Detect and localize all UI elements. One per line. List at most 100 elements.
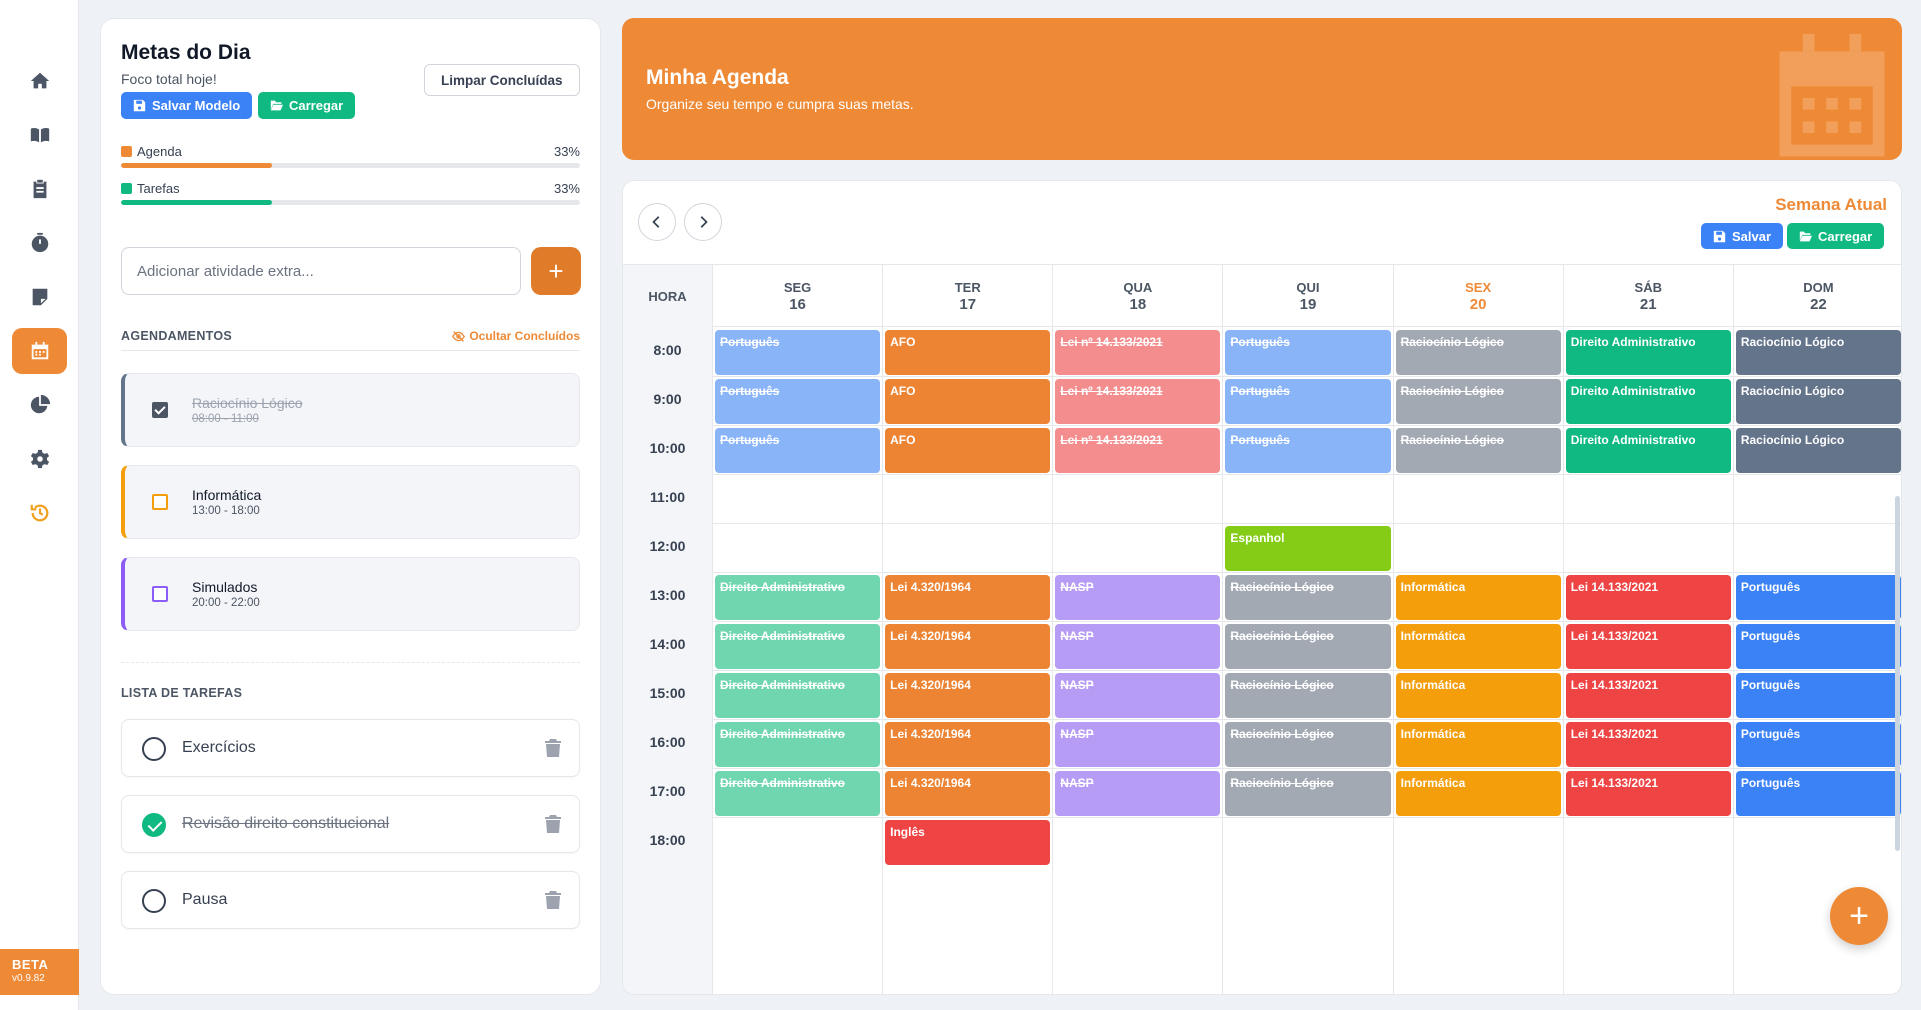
sidebar-item-history[interactable] xyxy=(12,490,67,536)
calendar-event[interactable]: AFO xyxy=(885,330,1051,375)
calendar-event[interactable]: Português xyxy=(1735,771,1901,816)
calendar-event[interactable]: Lei 4.320/1964 xyxy=(885,673,1051,718)
hour-gridline xyxy=(712,817,1901,818)
calendar-event[interactable]: Direito Administrativo xyxy=(715,771,881,816)
calendar-event[interactable]: Raciocínio Lógico xyxy=(1225,624,1391,669)
calendar-event[interactable]: Lei 14.133/2021 xyxy=(1565,624,1731,669)
prev-week-button[interactable] xyxy=(638,203,676,241)
calendar-event[interactable]: Português xyxy=(715,428,881,473)
calendar-event[interactable]: Lei 4.320/1964 xyxy=(885,722,1051,767)
calendar-event[interactable]: Direito Administrativo xyxy=(1565,330,1731,375)
calendar-event[interactable]: NASP xyxy=(1055,722,1221,767)
task-item[interactable]: Exercícios xyxy=(121,719,580,777)
task-toggle[interactable] xyxy=(142,813,166,837)
task-toggle[interactable] xyxy=(142,737,166,761)
calendar-event[interactable]: Raciocínio Lógico xyxy=(1735,379,1901,424)
sidebar-item-clipboard[interactable] xyxy=(12,166,67,212)
sidebar-item-stopwatch[interactable] xyxy=(12,220,67,266)
calendar-event[interactable]: NASP xyxy=(1055,575,1221,620)
calendar-event[interactable]: NASP xyxy=(1055,673,1221,718)
calendar-event[interactable]: AFO xyxy=(885,428,1051,473)
sidebar-item-calendar[interactable] xyxy=(12,328,67,374)
calendar-event[interactable]: Lei 14.133/2021 xyxy=(1565,771,1731,816)
calendar-event[interactable]: Raciocínio Lógico xyxy=(1735,428,1901,473)
add-event-fab[interactable]: + xyxy=(1830,887,1888,945)
calendar-event[interactable]: Lei nº 14.133/2021 xyxy=(1055,379,1221,424)
appointment-item[interactable]: Informática 13:00 - 18:00 xyxy=(121,465,580,539)
calendar-event[interactable]: Português xyxy=(1225,379,1391,424)
calendar-event[interactable]: Lei 14.133/2021 xyxy=(1565,722,1731,767)
calendar-event[interactable]: Português xyxy=(1735,575,1901,620)
calendar-event[interactable]: Lei 14.133/2021 xyxy=(1565,673,1731,718)
calendar-event[interactable]: Lei 14.133/2021 xyxy=(1565,575,1731,620)
calendar-event[interactable]: Lei 4.320/1964 xyxy=(885,771,1051,816)
calendar-event[interactable]: Lei 4.320/1964 xyxy=(885,624,1051,669)
calendar-event[interactable]: Português xyxy=(715,379,881,424)
calendar-event[interactable]: Informática xyxy=(1395,673,1561,718)
hour-label: 11:00 xyxy=(649,489,686,505)
calendar-save-button[interactable]: Salvar xyxy=(1701,223,1784,249)
calendar-event[interactable]: Informática xyxy=(1395,624,1561,669)
calendar-event[interactable]: Lei 4.320/1964 xyxy=(885,575,1051,620)
add-activity-button[interactable]: + xyxy=(531,247,581,295)
sidebar-item-note[interactable] xyxy=(12,274,67,320)
trash-icon[interactable] xyxy=(545,815,561,833)
next-week-button[interactable] xyxy=(684,203,722,241)
sidebar-item-settings[interactable] xyxy=(12,436,67,482)
calendar-event[interactable]: Espanhol xyxy=(1225,526,1391,571)
calendar-event[interactable]: Informática xyxy=(1395,722,1561,767)
calendar-event[interactable]: Direito Administrativo xyxy=(715,575,881,620)
calendar-event[interactable]: Direito Administrativo xyxy=(715,673,881,718)
calendar-event[interactable]: Lei nº 14.133/2021 xyxy=(1055,330,1221,375)
task-item[interactable]: Revisão direito constitucional xyxy=(121,795,580,853)
calendar-event[interactable]: AFO xyxy=(885,379,1051,424)
calendar-event[interactable]: Português xyxy=(1735,722,1901,767)
calendar-event[interactable]: Raciocínio Lógico xyxy=(1225,673,1391,718)
calendar-event[interactable]: Direito Administrativo xyxy=(715,624,881,669)
calendar-event[interactable]: Português xyxy=(1225,330,1391,375)
load-model-button[interactable]: Carregar xyxy=(258,92,356,119)
calendar-event[interactable]: Raciocínio Lógico xyxy=(1225,575,1391,620)
trash-icon[interactable] xyxy=(545,891,561,909)
appointment-checkbox[interactable] xyxy=(152,586,168,602)
sidebar-item-home[interactable] xyxy=(12,58,67,104)
clear-done-button[interactable]: Limpar Concluídas xyxy=(424,64,580,96)
appointment-item[interactable]: Raciocínio Lógico 08:00 - 11:00 xyxy=(121,373,580,447)
calendar-event[interactable]: NASP xyxy=(1055,771,1221,816)
calendar-event[interactable]: Informática xyxy=(1395,575,1561,620)
appointment-checkbox[interactable] xyxy=(152,402,168,418)
calendar-event[interactable]: Raciocínio Lógico xyxy=(1225,771,1391,816)
calendar-event[interactable]: Português xyxy=(1225,428,1391,473)
extra-activity-input[interactable] xyxy=(121,247,521,295)
calendar-event[interactable]: Raciocínio Lógico xyxy=(1735,330,1901,375)
task-toggle[interactable] xyxy=(142,889,166,913)
save-model-button[interactable]: Salvar Modelo xyxy=(121,92,253,119)
calendar-event[interactable]: Português xyxy=(1735,673,1901,718)
hide-done-button[interactable]: Ocultar Concluídos xyxy=(452,329,580,343)
goals-subtitle: Foco total hoje! xyxy=(121,71,217,87)
calendar-load-button[interactable]: Carregar xyxy=(1787,223,1885,249)
calendar-event[interactable]: Direito Administrativo xyxy=(1565,379,1731,424)
calendar-event[interactable]: Português xyxy=(1735,624,1901,669)
day-date: 17 xyxy=(959,296,977,313)
calendar-event[interactable]: Raciocínio Lógico xyxy=(1395,379,1561,424)
day-name: SEG xyxy=(783,280,812,295)
calendar-event[interactable]: Direito Administrativo xyxy=(715,722,881,767)
calendar-event[interactable]: NASP xyxy=(1055,624,1221,669)
calendar-event[interactable]: Raciocínio Lógico xyxy=(1225,722,1391,767)
calendar-event[interactable]: Inglês xyxy=(885,820,1051,865)
sidebar-item-book[interactable] xyxy=(12,112,67,158)
appointment-item[interactable]: Simulados 20:00 - 22:00 xyxy=(121,557,580,631)
calendar-event[interactable]: Raciocínio Lógico xyxy=(1395,428,1561,473)
calendar-event[interactable]: Português xyxy=(715,330,881,375)
sidebar-item-chart[interactable] xyxy=(12,382,67,428)
appointment-checkbox[interactable] xyxy=(152,494,168,510)
task-item[interactable]: Pausa xyxy=(121,871,580,929)
calendar-event[interactable]: Lei nº 14.133/2021 xyxy=(1055,428,1221,473)
trash-icon[interactable] xyxy=(545,739,561,757)
calendar-event[interactable]: Informática xyxy=(1395,771,1561,816)
calendar-scrollbar[interactable] xyxy=(1895,496,1900,851)
calendar-event[interactable]: Direito Administrativo xyxy=(1565,428,1731,473)
calendar-load-label: Carregar xyxy=(1818,228,1873,244)
calendar-event[interactable]: Raciocínio Lógico xyxy=(1395,330,1561,375)
